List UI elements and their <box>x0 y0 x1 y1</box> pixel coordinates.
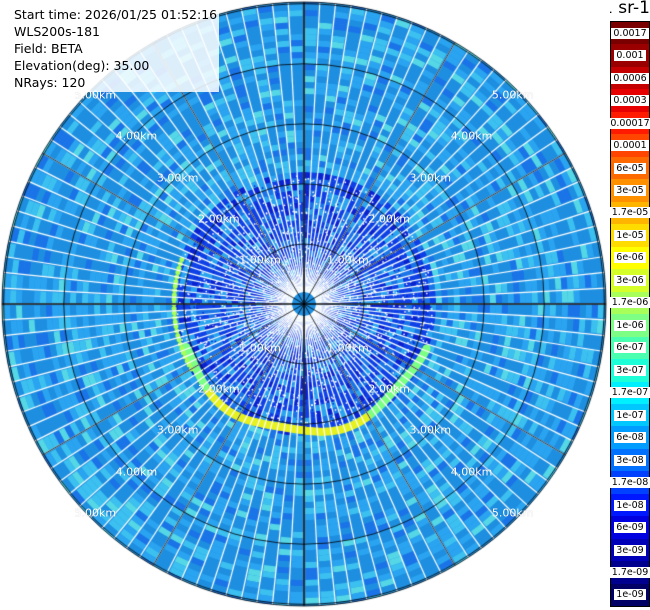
range-ring-label: 5.00km <box>491 88 534 102</box>
colorbar-tick-label: 1e-05 <box>614 229 646 241</box>
colorbar-bin: 1e-09 <box>611 583 649 607</box>
colorbar-tick-label: 1.7e-08 <box>609 477 650 489</box>
colorbar-bin: 1e-06 <box>611 314 649 337</box>
colorbar-bin: 1e-07 <box>611 403 649 427</box>
colorbar-bin: 0.001 <box>611 44 649 67</box>
colorbar-bin: 0.0006 <box>611 66 649 90</box>
elevation-text: Elevation(deg): 35.00 <box>14 58 150 73</box>
colorbar-bin: 1.7e-05 <box>609 201 650 225</box>
colorbar-tick-label: 0.0003 <box>611 95 649 107</box>
range-ring-label: 5.00km <box>74 88 117 102</box>
colorbar-bin: 6e-07 <box>611 336 649 360</box>
colorbar-tick-label: 6e-06 <box>614 252 646 264</box>
range-ring-label: 4.00km <box>115 129 158 143</box>
range-ring-label: 2.00km <box>198 212 240 226</box>
colorbar-bin: 0.00017 <box>608 111 650 135</box>
colorbar-tick-label: 1.7e-05 <box>609 207 650 219</box>
colorbar-bin: 6e-06 <box>611 246 649 270</box>
colorbar-bin: 1.7e-09 <box>609 561 650 584</box>
colorbar-bin: 3e-06 <box>611 269 649 292</box>
colorbar-tick-label: 6e-08 <box>614 432 646 444</box>
range-ring-label: 2.00km <box>368 212 410 226</box>
colorbar-tick-label: 6e-05 <box>614 162 646 174</box>
range-ring-label: 5.00km <box>491 506 534 520</box>
colorbar-bin: 3e-08 <box>611 448 649 472</box>
colorbar-tick-label: 1.7e-09 <box>609 566 650 578</box>
field-text: Field: BETA <box>14 41 83 56</box>
range-ring-label: 4.00km <box>450 129 493 143</box>
instrument-text: WLS200s-181 <box>14 24 100 39</box>
range-ring-label: 1.00km <box>239 341 281 355</box>
colorbar-bin: 3e-09 <box>611 538 649 562</box>
colorbar-units-title: m-1 sr-1 <box>610 0 650 18</box>
colorbar-tick-label: 1e-07 <box>614 409 646 421</box>
colorbar-tick-label: 3e-08 <box>614 454 646 466</box>
colorbar-tick-label: 6e-09 <box>614 522 646 534</box>
range-ring-label: 1.00km <box>327 341 369 355</box>
colorbar-tick-label: 0.001 <box>614 50 646 62</box>
colorbar-bin: 1.7e-07 <box>609 381 650 404</box>
colorbar-bin: 0.0017 <box>611 22 649 45</box>
colorbar-bin: 0.0003 <box>611 89 649 112</box>
range-ring-label: 1.00km <box>239 253 281 267</box>
colorbar-tick-label: 3e-07 <box>614 364 646 376</box>
range-ring-label: 4.00km <box>450 465 493 479</box>
colorbar-tick-label: 0.0001 <box>611 140 649 152</box>
colorbar-bin: 6e-09 <box>611 516 649 539</box>
colorbar-tick-label: 3e-05 <box>614 185 646 197</box>
colorbar-bin: 1e-08 <box>611 493 649 517</box>
colorbar-tick-label: 6e-07 <box>614 342 646 354</box>
colorbar-tick-label: 0.0017 <box>611 27 649 39</box>
range-ring-label: 3.00km <box>156 423 199 437</box>
colorbar-tick-label: 3e-06 <box>614 274 646 286</box>
range-ring-label: 2.00km <box>368 382 410 396</box>
nrays-text: NRays: 120 <box>14 75 86 90</box>
colorbar: 0.0017 0.001 0.0006 0.0003 0.00017 0.0001 6e-0… <box>608 21 650 607</box>
colorbar-tick-label: 3e-09 <box>614 544 646 556</box>
colorbar-tick-label: 1.7e-07 <box>609 387 650 399</box>
colorbar-bin: 1.7e-06 <box>609 291 650 315</box>
colorbar-tick-label: 0.00017 <box>608 117 650 129</box>
range-ring-label: 3.00km <box>409 171 452 185</box>
start-time-text: Start time: 2026/01/25 01:52:16 <box>14 7 218 22</box>
colorbar-bin: 0.0001 <box>611 134 649 157</box>
range-ring-label: 4.00km <box>115 465 158 479</box>
range-ring-label: 3.00km <box>409 423 452 437</box>
colorbar-bin: 3e-05 <box>611 179 649 202</box>
range-ring-label: 3.00km <box>156 171 199 185</box>
colorbar-tick-label: 1e-09 <box>614 589 646 601</box>
colorbar-tick-label: 1e-06 <box>614 319 646 331</box>
colorbar-tick-label: 1e-08 <box>614 499 646 511</box>
range-ring-label: 5.00km <box>74 506 117 520</box>
colorbar-bin: 6e-08 <box>611 426 649 449</box>
range-ring-label: 1.00km <box>327 253 369 267</box>
colorbar-bin: 3e-07 <box>611 359 649 382</box>
scan-info: Start time: 2026/01/25 01:52:16 WLS200s-… <box>12 5 220 92</box>
colorbar-bin: 1e-05 <box>611 224 649 247</box>
colorbar-bin: 1.7e-08 <box>609 471 650 494</box>
colorbar-bin: 6e-05 <box>611 156 649 180</box>
colorbar-tick-label: 1.7e-06 <box>609 297 650 309</box>
colorbar-tick-label: 0.0006 <box>611 72 649 84</box>
range-ring-label: 2.00km <box>198 382 240 396</box>
